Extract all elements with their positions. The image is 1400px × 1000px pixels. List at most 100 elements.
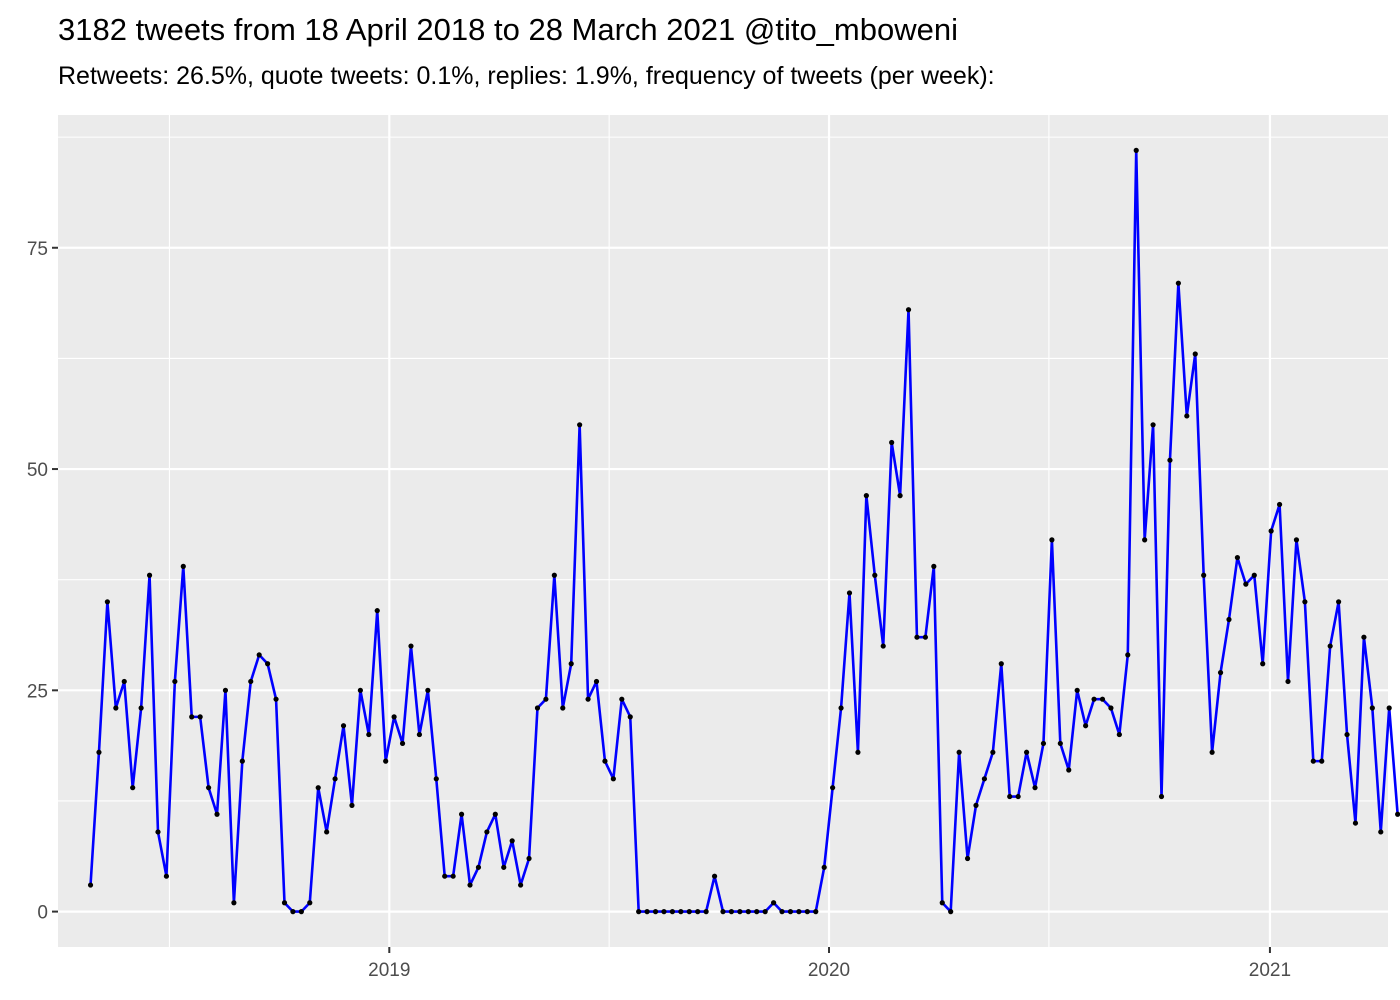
data-point bbox=[349, 802, 355, 808]
data-point bbox=[652, 909, 659, 915]
data-point bbox=[1336, 599, 1342, 605]
data-point bbox=[357, 687, 363, 693]
data-point bbox=[239, 758, 245, 764]
data-point bbox=[458, 811, 465, 817]
data-point bbox=[922, 634, 928, 640]
data-point bbox=[467, 882, 473, 888]
data-point bbox=[1243, 581, 1249, 587]
data-point bbox=[281, 900, 288, 906]
plot-panel bbox=[58, 115, 1388, 947]
data-point bbox=[450, 873, 456, 879]
data-point bbox=[214, 811, 220, 817]
data-point bbox=[399, 740, 406, 747]
data-point bbox=[290, 909, 296, 915]
data-point bbox=[1251, 572, 1257, 578]
data-point bbox=[838, 705, 844, 711]
data-point bbox=[720, 909, 726, 915]
data-point bbox=[222, 687, 229, 693]
data-point bbox=[787, 909, 794, 915]
data-point bbox=[796, 909, 802, 915]
data-point bbox=[130, 785, 136, 791]
data-point bbox=[96, 749, 102, 755]
data-point bbox=[762, 909, 768, 915]
data-point bbox=[695, 909, 701, 915]
data-point bbox=[745, 909, 751, 915]
data-point bbox=[1167, 457, 1173, 463]
data-point bbox=[551, 572, 557, 578]
data-point bbox=[610, 776, 616, 782]
data-point bbox=[298, 909, 304, 915]
data-point bbox=[265, 661, 271, 667]
data-point bbox=[121, 678, 127, 685]
data-point bbox=[939, 900, 945, 906]
data-point bbox=[1234, 554, 1241, 561]
chart-subtitle: Retweets: 26.5%, quote tweets: 0.1%, rep… bbox=[58, 62, 995, 90]
data-point bbox=[374, 608, 380, 614]
data-point bbox=[1192, 351, 1198, 357]
data-point bbox=[914, 634, 920, 640]
data-point bbox=[931, 563, 937, 570]
data-point bbox=[391, 714, 397, 720]
data-point bbox=[189, 714, 195, 720]
chart-title: 3182 tweets from 18 April 2018 to 28 Mar… bbox=[58, 12, 958, 47]
data-point bbox=[880, 643, 886, 649]
data-point bbox=[172, 678, 178, 685]
data-point bbox=[383, 758, 389, 764]
data-point bbox=[146, 572, 153, 578]
data-point bbox=[1293, 537, 1300, 543]
data-point bbox=[1142, 537, 1148, 543]
data-point bbox=[1352, 820, 1359, 826]
data-point bbox=[1361, 634, 1367, 640]
data-point bbox=[964, 855, 971, 862]
x-tick-label: 2020 bbox=[808, 960, 850, 981]
data-point bbox=[821, 864, 827, 870]
data-point bbox=[1108, 705, 1114, 711]
data-point bbox=[872, 572, 878, 578]
y-tick-label: 0 bbox=[37, 903, 48, 924]
y-tick-label: 75 bbox=[27, 239, 48, 260]
data-point bbox=[1116, 731, 1122, 738]
data-point bbox=[1209, 749, 1215, 755]
data-point bbox=[273, 696, 279, 702]
data-point bbox=[1395, 811, 1400, 817]
data-point bbox=[1057, 740, 1063, 747]
data-point bbox=[1032, 785, 1038, 791]
data-point bbox=[1125, 652, 1131, 658]
data-point bbox=[501, 864, 507, 870]
data-point bbox=[324, 829, 330, 835]
data-point bbox=[315, 785, 321, 791]
data-point bbox=[1074, 687, 1080, 693]
data-point bbox=[897, 493, 903, 499]
data-point bbox=[636, 909, 642, 915]
data-point bbox=[1007, 793, 1013, 800]
data-point bbox=[1310, 758, 1316, 764]
data-point bbox=[661, 909, 667, 915]
data-point bbox=[256, 652, 262, 658]
data-point bbox=[905, 307, 912, 313]
x-tick-label: 2019 bbox=[368, 960, 410, 981]
data-point bbox=[737, 909, 743, 915]
data-point bbox=[332, 776, 338, 782]
data-point bbox=[568, 661, 574, 667]
data-point bbox=[627, 714, 633, 720]
data-point bbox=[475, 864, 482, 870]
data-point bbox=[855, 749, 861, 755]
data-point bbox=[1327, 643, 1333, 649]
data-point bbox=[442, 873, 448, 879]
data-point bbox=[577, 422, 583, 428]
data-point bbox=[779, 909, 785, 915]
data-point bbox=[87, 882, 94, 888]
data-point bbox=[889, 439, 895, 446]
y-tick-label: 25 bbox=[27, 681, 48, 702]
data-point bbox=[602, 758, 608, 764]
data-point bbox=[366, 731, 372, 738]
data-point bbox=[340, 723, 347, 729]
data-point bbox=[678, 909, 684, 915]
data-point bbox=[846, 590, 853, 596]
data-point bbox=[408, 643, 414, 649]
data-point bbox=[518, 882, 524, 888]
data-point bbox=[813, 909, 819, 915]
axis-ticks bbox=[52, 246, 1271, 953]
data-point bbox=[956, 749, 962, 755]
data-point bbox=[197, 714, 203, 720]
